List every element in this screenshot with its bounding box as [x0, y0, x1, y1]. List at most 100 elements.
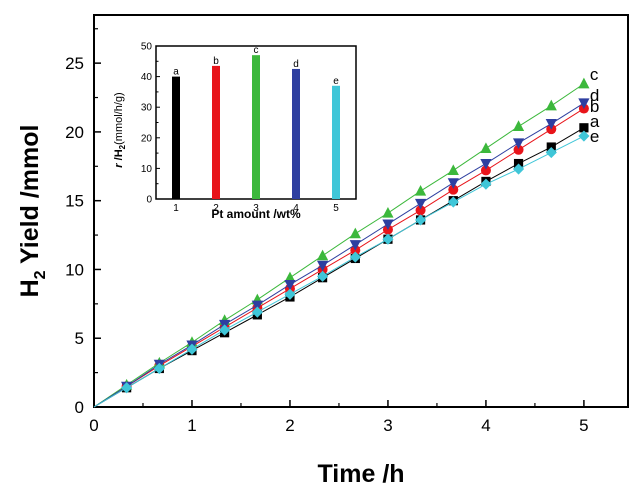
x-tick-label: 3	[383, 416, 392, 435]
end-label-c: c	[590, 65, 599, 84]
series-c-point	[316, 249, 329, 261]
series-c-point	[512, 120, 525, 132]
series-d-point	[512, 138, 525, 150]
inset-x-tick-label: 2	[213, 203, 219, 214]
series-e-point	[219, 324, 231, 336]
y-axis-title-main: H	[16, 279, 44, 297]
inset-bars-group: a b c d e	[172, 45, 340, 200]
series-d-point	[349, 240, 361, 251]
series-e-point	[251, 306, 263, 318]
series-e-point	[512, 163, 525, 175]
series-e-point	[545, 146, 557, 159]
y-tick-label: 20	[65, 123, 84, 142]
series-d-point	[480, 158, 492, 170]
end-label-b: b	[590, 97, 599, 116]
series-e-point	[447, 196, 459, 208]
inset-y-axis-title-unit: (mmol/h/g)	[113, 92, 125, 145]
series-d-point	[284, 279, 296, 291]
inset-y-tick-label: 10	[141, 164, 153, 175]
inset-y-axis-title-sym: H	[113, 149, 125, 157]
series-d-point	[251, 300, 263, 312]
y-tick-label: 0	[75, 398, 84, 417]
series-e-point	[284, 288, 296, 300]
inset-x-tick-label: 1	[173, 203, 179, 214]
inset-bar-d	[292, 68, 300, 199]
end-label-d: d	[590, 86, 599, 105]
series-e-point	[186, 343, 198, 355]
inset-bar-label: b	[213, 56, 219, 67]
x-tick-label: 4	[481, 416, 490, 435]
series-e-point	[414, 214, 427, 226]
inset-y-tick-label: 0	[146, 195, 152, 206]
series-d-point	[447, 178, 459, 189]
inset-x-tick-label: 4	[293, 203, 299, 214]
inset-y-axis-title: r /H2(mmol/h/g)	[113, 92, 127, 167]
series-b-line	[93, 108, 585, 408]
series-e-line	[93, 135, 585, 408]
inset-x-tick-label: 5	[333, 203, 339, 214]
inset-bar-c	[252, 55, 260, 200]
series-b-point	[480, 165, 491, 176]
y-tick-label: 15	[65, 192, 84, 211]
x-axis-title: Time /h	[317, 460, 404, 488]
series-d-point	[382, 219, 394, 231]
y-tick-label: 10	[65, 260, 84, 279]
series-c-line	[93, 83, 585, 408]
inset-y-tick-label: 20	[141, 133, 153, 144]
series-b-point	[448, 184, 459, 195]
series-e	[93, 130, 590, 408]
series-b-point	[513, 144, 524, 155]
inset-x-tick-label: 3	[253, 203, 259, 214]
inset-bar-label: e	[333, 76, 339, 87]
inset-x-axis-title: Pt amount /wt%	[211, 207, 301, 221]
inset-y-axis-title-prefix: r	[113, 163, 125, 168]
y-axis-title-sub: 2	[32, 270, 49, 279]
series-c-point	[414, 184, 427, 196]
inset-bar-b	[212, 65, 220, 199]
series-c-point	[578, 77, 590, 89]
y-tick-label: 25	[65, 54, 84, 73]
series-d-point	[578, 98, 590, 110]
y-tick-label: 5	[75, 329, 84, 348]
y-axis-title: H2 Yield /mmol	[16, 125, 49, 298]
series-e-point	[316, 270, 329, 282]
series-a-point	[579, 123, 589, 133]
x-tick-label: 5	[579, 416, 588, 435]
main-plot-frame	[93, 14, 629, 408]
x-tick-label: 2	[285, 416, 294, 435]
inset-y-axis-title-sub: 2	[118, 144, 127, 149]
series-e-point	[349, 251, 361, 263]
inset-y-tick-label: 40	[141, 72, 153, 83]
x-tick-label: 1	[187, 416, 196, 435]
series-d-point	[414, 198, 427, 210]
inset-y-tick-label: 30	[141, 103, 153, 114]
series-c-point	[545, 99, 557, 111]
series-d	[93, 98, 590, 408]
y-axis-title-rest: Yield /mmol	[16, 125, 44, 271]
inset-y-tick-label: 50	[141, 42, 153, 53]
series-c-point	[382, 206, 394, 218]
inset-bar-a	[172, 76, 180, 199]
series-c-point	[284, 271, 296, 283]
end-label-a: a	[590, 112, 600, 131]
main-series-group	[93, 77, 590, 408]
series-d-point	[316, 260, 329, 272]
series-c-point	[349, 227, 361, 239]
end-label-e: e	[590, 127, 599, 146]
x-tick-label: 0	[89, 416, 98, 435]
series-e-point	[382, 233, 394, 245]
inset-axis-ticks: 0 10 20 30 40 50 1 2 3 4 5	[141, 42, 339, 215]
series-d-line	[93, 102, 585, 408]
inset-bar-label: a	[173, 67, 179, 78]
series-c-point	[447, 164, 459, 176]
inset-bar-label: c	[254, 45, 259, 56]
series-e-point	[480, 178, 492, 190]
series-a-line	[93, 127, 585, 408]
inset-y-axis-title-sep: /	[113, 157, 125, 163]
series-d-point	[545, 119, 557, 130]
series-c-point	[480, 142, 492, 154]
series-b-point	[415, 205, 426, 216]
